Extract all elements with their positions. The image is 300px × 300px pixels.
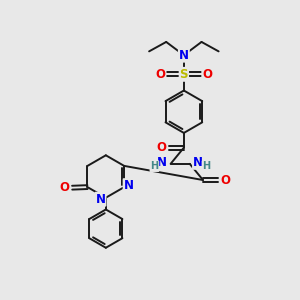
Text: O: O bbox=[59, 181, 70, 194]
Text: N: N bbox=[179, 49, 189, 62]
Text: N: N bbox=[124, 179, 134, 192]
Text: S: S bbox=[180, 68, 188, 81]
Text: O: O bbox=[157, 141, 167, 154]
Text: O: O bbox=[202, 68, 212, 81]
Text: O: O bbox=[220, 173, 230, 187]
Text: O: O bbox=[155, 68, 165, 81]
Text: H: H bbox=[150, 161, 158, 171]
Text: N: N bbox=[158, 156, 167, 169]
Text: N: N bbox=[95, 193, 106, 206]
Text: H: H bbox=[202, 161, 211, 171]
Text: N: N bbox=[193, 156, 203, 169]
